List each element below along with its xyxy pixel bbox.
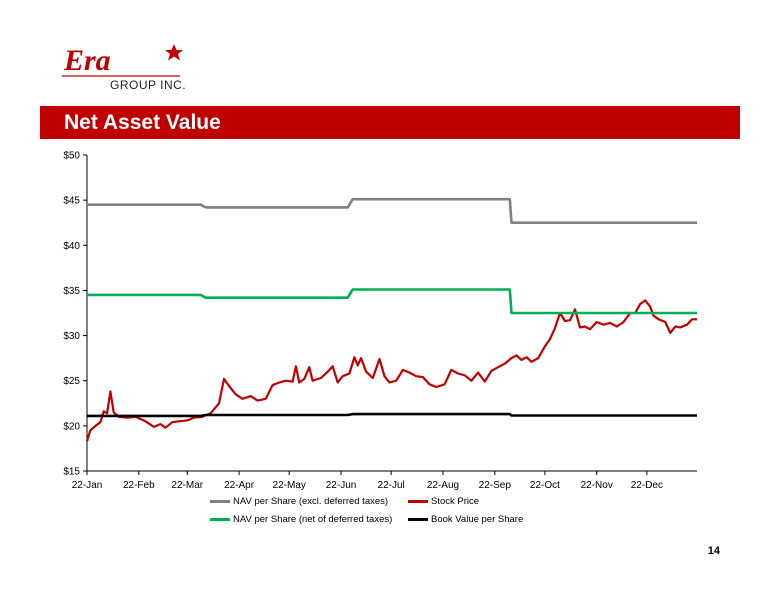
y-tick-label: $30 [63,331,80,342]
logo-subtitle: GROUP INC. [110,78,187,92]
legend-swatch [210,517,230,521]
x-tick-label: 22-Dec [631,480,663,491]
page-title: Net Asset Value [64,111,221,134]
y-tick-label: $25 [63,376,80,387]
legend-swatch [408,517,428,521]
legend-label: Book Value per Share [431,514,524,525]
legend-label: NAV per Share (excl. deferred taxes) [233,496,389,507]
x-tick-label: 22-Jan [72,480,103,491]
page-number: 14 [707,545,720,557]
y-tick-label: $40 [63,241,80,252]
x-tick-label: 22-Oct [530,480,560,491]
legend-label: Stock Price [431,496,480,507]
title-banner: Net Asset Value [40,106,740,139]
x-tick-label: 22-Mar [171,480,203,491]
y-tick-label: $15 [63,467,80,478]
x-tick-label: 22-Aug [427,480,459,491]
series-line-1 [85,299,697,442]
era-logo: Era [62,44,183,77]
series-line-2 [87,288,697,315]
series-line-0 [87,197,697,224]
legend-item: NAV per Share (net of deferred taxes) [210,514,392,525]
legend-label: NAV per Share (net of deferred taxes) [233,514,393,525]
legend-swatch [408,499,428,503]
x-tick-label: 22-Jun [326,480,357,491]
x-tick-label: 22-Feb [123,480,155,491]
x-tick-label: 22-Apr [224,480,255,491]
x-tick-label: 22-Jul [378,480,405,491]
y-tick-label: $35 [63,286,80,297]
y-tick-label: $45 [63,196,80,207]
legend-item: NAV per Share (excl. deferred taxes) [210,496,388,507]
legend-swatch [210,499,230,503]
logo-star-icon [165,44,183,61]
legend-item: Book Value per Share [408,514,523,525]
logo-word: Era [63,44,111,77]
x-tick-label: 22-Nov [581,480,613,491]
x-tick-label: 22-May [273,480,306,491]
y-tick-label: $20 [63,421,80,432]
x-tick-label: 22-Sep [479,480,512,491]
series-line-3 [87,412,697,418]
legend-item: Stock Price [408,496,479,507]
y-tick-label: $50 [63,151,80,162]
